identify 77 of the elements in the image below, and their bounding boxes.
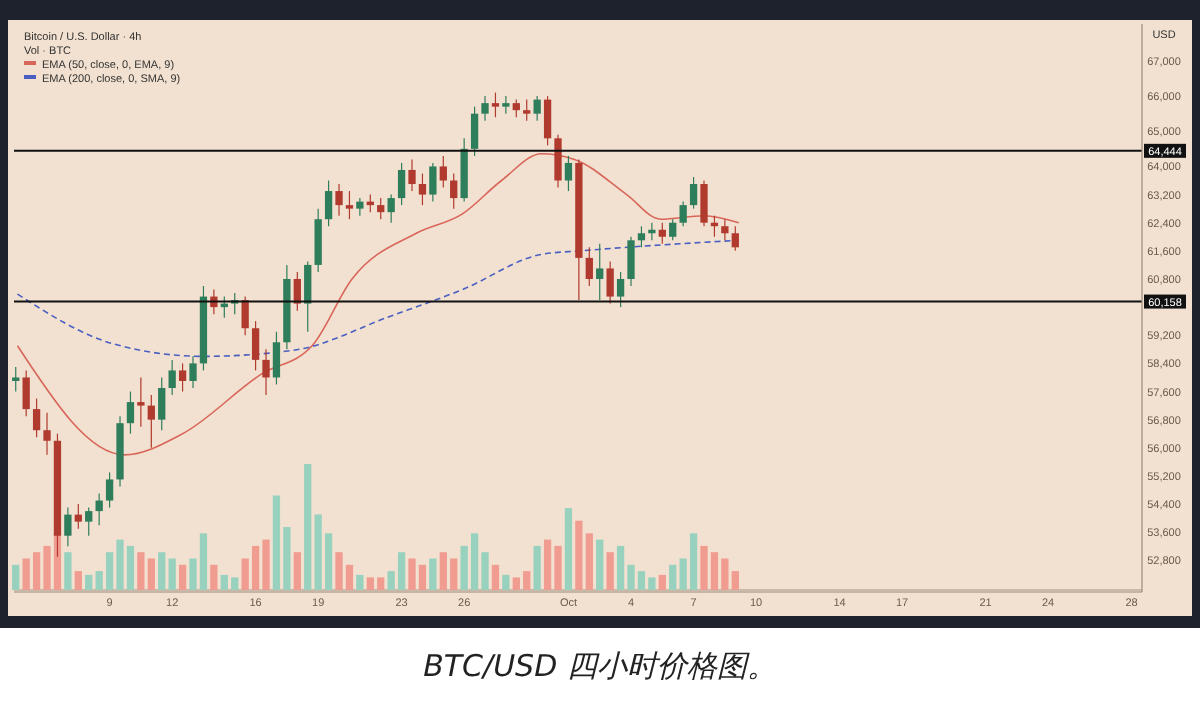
candlestick (658, 222, 666, 245)
bar (293, 552, 301, 590)
bar (158, 552, 166, 590)
candlestick (314, 208, 322, 273)
candlestick (251, 320, 260, 372)
candlestick (43, 412, 51, 456)
bar (491, 564, 500, 590)
candlestick (648, 222, 656, 241)
candlestick (85, 506, 93, 537)
candlestick (377, 197, 385, 220)
bar (210, 564, 218, 590)
candlestick (324, 179, 333, 227)
candlestick (74, 503, 82, 530)
candlestick (345, 190, 354, 220)
candlestick (585, 246, 593, 287)
candlestick (95, 492, 103, 526)
candlestick (272, 331, 281, 386)
candlestick (596, 243, 604, 301)
candlestick (543, 95, 552, 146)
candlestick (491, 91, 500, 118)
bar (168, 558, 176, 590)
candlestick (64, 506, 72, 547)
candlestick (189, 355, 197, 389)
candlestick (606, 260, 614, 305)
candlestick (481, 95, 489, 122)
bar (596, 539, 604, 590)
candlestick (12, 366, 20, 393)
candlestick (731, 225, 739, 252)
candlestick (700, 179, 708, 227)
candlestick (439, 155, 447, 189)
candlestick (262, 348, 270, 396)
candlestick (105, 471, 114, 509)
candlestick (32, 397, 41, 438)
candlestick (335, 183, 343, 217)
bar (658, 574, 666, 590)
candlestick (627, 236, 635, 287)
candlestick (304, 260, 312, 333)
bar (606, 552, 614, 590)
candlestick (356, 197, 364, 217)
text: BTC/USD 四小时价格图。 (423, 648, 777, 684)
candlestick (502, 95, 510, 115)
candlestick (669, 218, 677, 241)
bar (64, 552, 72, 590)
bar (669, 564, 677, 590)
candlestick (158, 376, 166, 431)
bar (12, 564, 20, 590)
candlestick (147, 394, 155, 449)
bar (178, 564, 187, 590)
candlestick (689, 176, 698, 210)
candlestick (408, 158, 416, 192)
candlestick (533, 95, 541, 122)
candlestick (168, 359, 176, 396)
bar (356, 574, 364, 590)
bar (304, 464, 312, 590)
candlestick (637, 225, 646, 248)
candlestick (418, 172, 427, 206)
candlestick (22, 369, 30, 417)
bar (502, 574, 510, 590)
candlestick (616, 271, 625, 308)
candlestick (429, 162, 437, 203)
candlestick (126, 390, 135, 435)
candlestick (523, 99, 531, 122)
candlestick (397, 162, 406, 206)
bar (429, 558, 437, 590)
candlestick (564, 155, 573, 192)
candlestick (178, 362, 187, 393)
bar (85, 574, 93, 590)
candlestick (679, 201, 687, 227)
candlestick (721, 218, 729, 241)
candlestick (470, 106, 479, 157)
candlestick (137, 376, 145, 428)
bar (533, 545, 541, 590)
candlestick (450, 172, 458, 210)
bar (74, 571, 82, 590)
candlestick (554, 134, 562, 189)
candlestick (387, 193, 395, 224)
bar (564, 508, 573, 590)
